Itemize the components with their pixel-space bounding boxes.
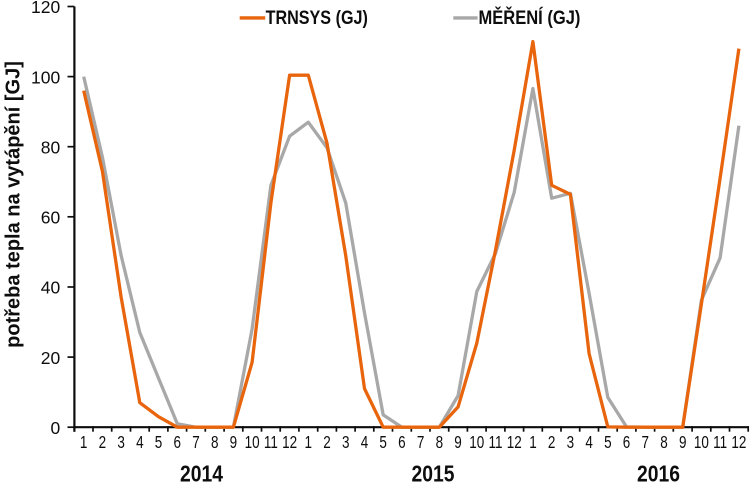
svg-text:3: 3 <box>117 433 124 452</box>
svg-text:MĚŘENÍ (GJ): MĚŘENÍ (GJ) <box>479 6 581 28</box>
svg-text:9: 9 <box>679 433 686 452</box>
svg-text:12: 12 <box>507 433 522 452</box>
svg-text:9: 9 <box>454 433 461 452</box>
svg-text:2: 2 <box>323 433 330 452</box>
svg-text:8: 8 <box>436 433 443 452</box>
svg-text:1: 1 <box>529 433 536 452</box>
svg-text:11: 11 <box>713 433 727 452</box>
svg-text:6: 6 <box>623 433 630 452</box>
svg-text:6: 6 <box>174 433 181 452</box>
svg-text:5: 5 <box>379 433 387 452</box>
svg-text:5: 5 <box>155 433 163 452</box>
svg-text:10: 10 <box>469 433 484 452</box>
svg-text:2: 2 <box>99 433 106 452</box>
svg-text:2: 2 <box>548 433 555 452</box>
svg-text:5: 5 <box>604 433 612 452</box>
svg-text:9: 9 <box>230 433 237 452</box>
svg-text:3: 3 <box>567 433 574 452</box>
svg-text:8: 8 <box>211 433 218 452</box>
svg-text:80: 80 <box>41 137 61 157</box>
svg-text:potřeba tepla na vytápění [GJ]: potřeba tepla na vytápění [GJ] <box>3 61 25 348</box>
svg-text:60: 60 <box>41 208 61 228</box>
svg-text:120: 120 <box>31 0 60 17</box>
svg-text:1: 1 <box>305 433 312 452</box>
svg-text:2014: 2014 <box>180 462 223 482</box>
svg-text:6: 6 <box>398 433 405 452</box>
svg-text:8: 8 <box>660 433 667 452</box>
svg-text:20: 20 <box>41 348 61 368</box>
svg-text:0: 0 <box>50 418 60 438</box>
svg-text:7: 7 <box>417 433 424 452</box>
svg-text:3: 3 <box>342 433 349 452</box>
svg-text:10: 10 <box>245 433 260 452</box>
svg-text:10: 10 <box>694 433 709 452</box>
svg-text:11: 11 <box>489 433 503 452</box>
svg-text:12: 12 <box>731 433 746 452</box>
svg-text:100: 100 <box>31 67 60 87</box>
svg-text:2016: 2016 <box>637 462 680 482</box>
svg-text:4: 4 <box>136 433 144 452</box>
svg-text:40: 40 <box>41 278 61 298</box>
svg-text:TRNSYS (GJ): TRNSYS (GJ) <box>266 7 368 29</box>
svg-text:12: 12 <box>282 433 297 452</box>
svg-text:7: 7 <box>192 433 199 452</box>
svg-text:1: 1 <box>80 433 87 452</box>
svg-text:11: 11 <box>264 433 278 452</box>
svg-text:2015: 2015 <box>412 462 455 482</box>
svg-text:4: 4 <box>585 433 593 452</box>
svg-text:7: 7 <box>642 433 649 452</box>
svg-text:4: 4 <box>361 433 369 452</box>
